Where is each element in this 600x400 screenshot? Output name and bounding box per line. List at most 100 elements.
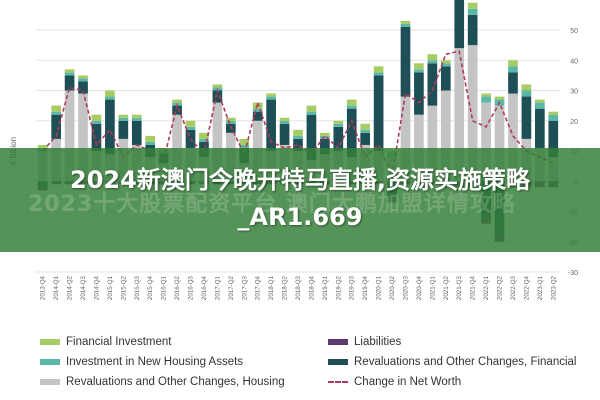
bar-segment [266, 93, 276, 97]
bar-segment [105, 96, 115, 100]
bar-segment [172, 99, 182, 103]
bar-segment [64, 69, 75, 73]
legend-label: Change in Net Worth [354, 376, 462, 388]
bar-segment [145, 135, 156, 142]
y-tick-label: -30 [568, 270, 578, 277]
bar-segment [454, 0, 465, 49]
bar-segment [306, 114, 317, 161]
bar-segment [467, 8, 478, 15]
bar-segment [225, 117, 236, 121]
x-tick-label: 2019-Q4 [362, 275, 369, 300]
bar-segment [266, 99, 276, 151]
y-tick-label: 30 [570, 89, 578, 96]
bar-segment [481, 96, 491, 103]
x-tick-label: 2016-Q1 [161, 275, 168, 300]
bar-segment [293, 129, 303, 136]
banner-overlay [0, 148, 600, 252]
bar-segment [440, 63, 451, 67]
x-tick-label: 2021-Q3 [456, 275, 463, 300]
legend-label: Revaluations and Other Changes, Housing [66, 376, 285, 388]
bar-segment [78, 81, 88, 94]
x-tick-label: 2022-Q3 [510, 275, 517, 300]
bar-segment [37, 144, 48, 148]
bar-segment [333, 123, 344, 127]
x-tick-label: 2022-Q2 [497, 275, 504, 300]
bar-segment [105, 90, 115, 97]
legend-label: Revaluations and Other Changes, Financia… [354, 356, 577, 368]
bar-segment [199, 132, 209, 139]
x-tick-label: 2019-Q1 [322, 275, 329, 300]
bar-segment [320, 132, 330, 136]
bar-segment [64, 75, 75, 91]
x-tick-label: 2015-Q1 [107, 275, 114, 300]
x-tick-label: 2018-Q4 [308, 275, 315, 300]
bar-segment [78, 75, 88, 79]
bar-segment [266, 96, 276, 100]
bar-segment [185, 120, 196, 127]
bar-segment [481, 102, 491, 182]
bar-segment [400, 23, 411, 27]
x-tick-label: 2018-Q1 [268, 275, 275, 300]
x-tick-label: 2021-Q1 [429, 275, 436, 300]
bar-segment [440, 60, 451, 64]
bar-segment [333, 126, 344, 151]
bar-segment [51, 105, 61, 112]
bar-segment [494, 105, 505, 182]
bar-segment [400, 96, 411, 182]
bar-segment [414, 114, 424, 182]
legend-item-liabilities: Liabilities [328, 336, 401, 348]
bar-segment [521, 84, 532, 91]
x-tick-label: 2022-Q4 [523, 275, 530, 300]
bar-segment [51, 111, 61, 115]
bar-segment [78, 93, 88, 182]
x-tick-label: 2014-Q3 [80, 275, 87, 300]
bar-segment [467, 14, 478, 46]
legend-item-reval-financial: Revaluations and Other Changes, Financia… [328, 356, 576, 368]
x-tick-label: 2014-Q1 [53, 275, 60, 300]
bar-segment [293, 135, 303, 139]
bar-segment [333, 120, 344, 124]
bar-segment [212, 84, 223, 88]
y-tick-label: 40 [570, 58, 578, 65]
bar-segment [118, 117, 129, 121]
bar-segment [279, 120, 290, 124]
legend-swatch [40, 339, 60, 345]
bar-segment [131, 120, 142, 145]
x-tick-label: 2017-Q2 [228, 275, 235, 300]
x-tick-label: 2021-Q2 [443, 275, 450, 300]
x-tick-label: 2017-Q3 [241, 275, 248, 300]
bar-segment [145, 141, 156, 145]
bar-segment [91, 114, 102, 121]
x-tick-label: 2014-Q2 [67, 275, 74, 300]
bar-segment [535, 102, 545, 109]
bar-segment [548, 114, 559, 121]
bar-segment [239, 138, 250, 145]
x-tick-label: 2015-Q2 [120, 275, 127, 300]
bar-segment [91, 120, 102, 124]
bar-segment [373, 66, 384, 73]
bar-segment [414, 63, 424, 70]
x-tick-label: 2016-Q3 [188, 275, 195, 300]
bar-segment [481, 93, 491, 97]
legend-item-new-housing: Investment in New Housing Assets [40, 356, 243, 368]
bar-segment [172, 105, 182, 115]
legend-item-financial-investment: Financial Investment [40, 336, 171, 348]
x-tick-label: 2015-Q3 [134, 275, 141, 300]
legend-label: Financial Investment [66, 336, 172, 348]
bar-segment [131, 114, 142, 118]
bar-segment [212, 90, 223, 103]
bar-segment [293, 138, 303, 151]
x-tick-label: 2020-Q4 [416, 275, 423, 300]
banner-watermark: 2023十大股票配资平台 澳门大鹏加盟详情攻略 [28, 192, 516, 217]
bar-segment [508, 93, 518, 182]
bar-segment [51, 114, 61, 139]
bar-segment [306, 111, 317, 115]
bar-segment [494, 96, 505, 100]
bar-segment [239, 144, 250, 148]
y-tick-label: 20 [570, 119, 578, 126]
x-tick-label: 2020-Q1 [376, 275, 383, 300]
bar-segment [440, 66, 451, 91]
legend-item-reval-housing: Revaluations and Other Changes, Housing [40, 376, 285, 388]
bar-segment [64, 90, 75, 182]
x-tick-label: 2023-Q1 [537, 275, 544, 300]
